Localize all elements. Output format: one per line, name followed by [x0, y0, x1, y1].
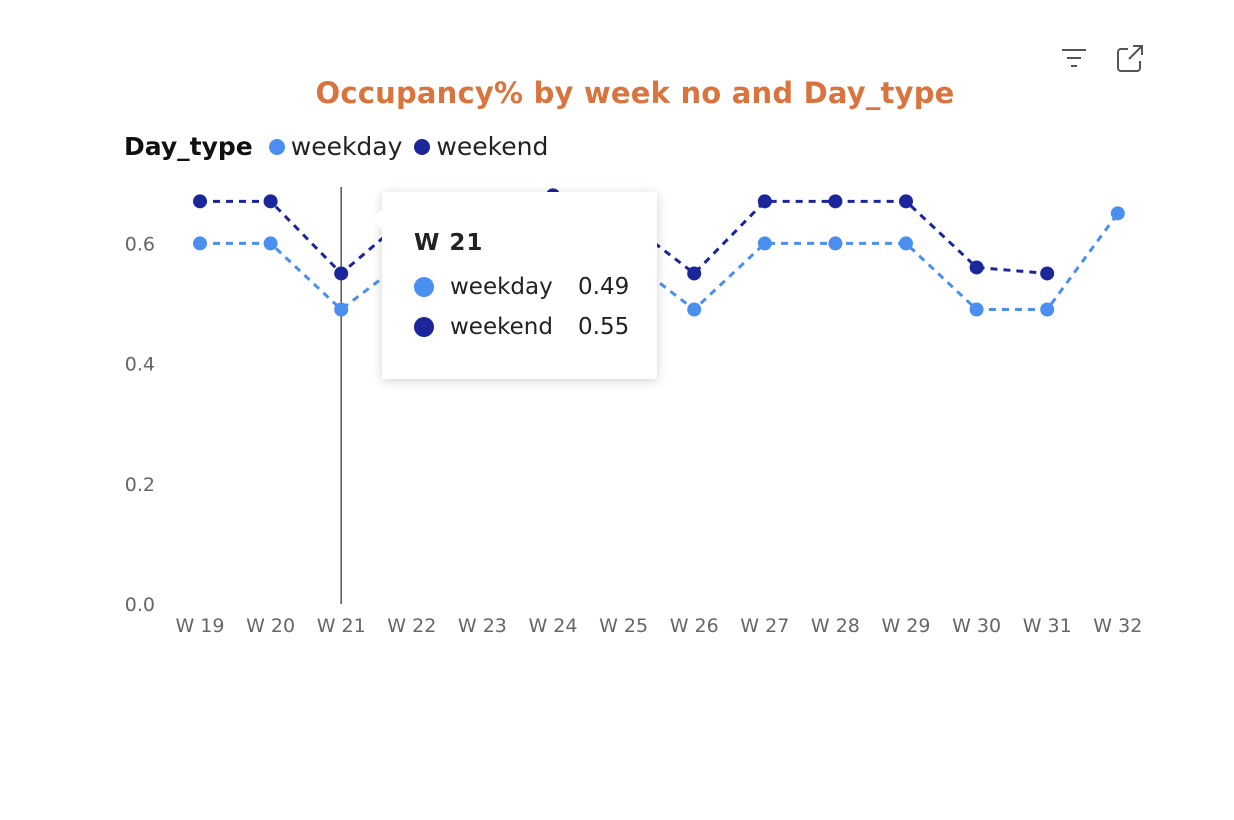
x-tick-label: W 21: [317, 615, 366, 637]
x-tick-label: W 26: [670, 615, 719, 637]
x-tick-label: W 25: [599, 615, 648, 637]
x-tick-label: W 32: [1093, 615, 1142, 637]
tooltip-dot-weekday: [414, 277, 434, 297]
data-point-weekday: [687, 302, 702, 317]
data-point-weekday: [828, 236, 843, 251]
tooltip-label-weekend: weekend: [450, 314, 553, 340]
data-point-weekend: [1040, 266, 1055, 281]
x-tick-label: W 23: [458, 615, 507, 637]
x-tick-label: W 27: [740, 615, 789, 637]
series-line-weekday: [200, 212, 1120, 312]
data-point-weekend: [899, 194, 913, 209]
data-point-weekend: [193, 194, 207, 209]
data-point-weekday: [899, 236, 913, 251]
tooltip-label-weekday: weekday: [450, 274, 553, 300]
data-point-weekend: [687, 266, 702, 281]
tooltip-dot-weekend: [414, 317, 434, 337]
data-point-weekday: [1040, 302, 1055, 317]
x-tick-label: W 31: [1023, 615, 1072, 637]
data-point-weekday: [263, 236, 278, 251]
data-point-weekday: [334, 302, 349, 317]
tooltip: W 21 weekday 0.49 weekend 0.55: [372, 192, 657, 379]
legend: Day_type weekday weekend: [124, 132, 560, 161]
tooltip-value-weekend: 0.55: [578, 314, 630, 340]
x-tick-label: W 29: [881, 615, 930, 637]
legend-title: Day_type: [124, 132, 253, 161]
legend-item-weekday[interactable]: weekday: [268, 132, 403, 161]
data-point-weekday: [193, 236, 207, 251]
chart-title: Occupancy% by week no and Day_type: [315, 76, 955, 110]
data-point-weekend: [334, 266, 349, 281]
data-point-weekday: [969, 302, 984, 317]
tooltip-title: W 21: [414, 230, 484, 256]
x-tick-label: W 30: [952, 615, 1001, 637]
tooltip-row-weekend: weekend 0.55: [414, 314, 629, 340]
legend-label-weekday: weekday: [290, 132, 403, 161]
y-tick-label: 0.4: [125, 354, 155, 376]
y-tick-label: 0.0: [125, 594, 155, 616]
x-tick-label: W 28: [811, 615, 860, 637]
data-point-weekday: [757, 236, 772, 251]
legend-label-weekend: weekend: [436, 132, 549, 161]
data-point-weekend: [828, 194, 843, 209]
x-tick-label: W 19: [175, 615, 224, 637]
data-point-weekend: [969, 260, 984, 275]
data-point-weekday: [1110, 206, 1125, 221]
legend-dot-weekday: [268, 138, 285, 155]
x-tick-label: W 22: [387, 615, 436, 637]
expand-icon[interactable]: [1114, 42, 1146, 78]
legend-dot-weekend: [414, 138, 431, 155]
filter-icon[interactable]: [1058, 42, 1090, 78]
data-point-weekend: [757, 194, 772, 209]
y-tick-label: 0.6: [125, 233, 155, 255]
legend-item-weekend[interactable]: weekend: [414, 132, 548, 161]
y-tick-label: 0.2: [125, 474, 155, 496]
tooltip-value-weekday: 0.49: [578, 274, 630, 300]
data-point-weekend: [263, 194, 278, 209]
tooltip-row-weekday: weekday 0.49: [414, 274, 629, 300]
x-tick-label: W 24: [528, 615, 577, 637]
x-tick-label: W 20: [246, 615, 295, 637]
